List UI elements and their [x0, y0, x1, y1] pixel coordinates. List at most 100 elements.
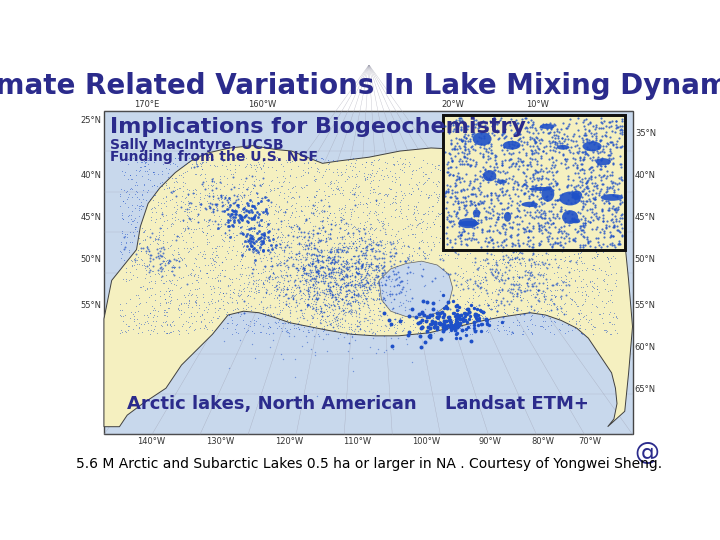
- Point: [546, 168, 558, 177]
- Point: [514, 206, 526, 215]
- Point: [606, 184, 618, 192]
- Point: [486, 214, 498, 222]
- Point: [284, 280, 295, 289]
- Point: [371, 266, 382, 274]
- Point: [314, 318, 325, 327]
- Point: [588, 166, 599, 174]
- Point: [266, 225, 278, 234]
- Point: [554, 254, 566, 263]
- Point: [384, 292, 396, 301]
- Point: [373, 315, 384, 323]
- Point: [258, 278, 269, 287]
- Point: [451, 301, 463, 309]
- Point: [344, 266, 356, 274]
- Point: [194, 311, 206, 320]
- Point: [215, 276, 226, 285]
- Point: [127, 325, 138, 333]
- Point: [510, 127, 522, 136]
- Point: [305, 299, 317, 308]
- Point: [526, 120, 538, 129]
- Point: [253, 314, 264, 322]
- Point: [297, 271, 309, 279]
- Point: [207, 255, 219, 264]
- Point: [476, 225, 487, 234]
- Point: [492, 183, 504, 191]
- Point: [364, 234, 376, 242]
- Point: [539, 294, 551, 303]
- Point: [141, 310, 153, 319]
- Point: [423, 326, 435, 335]
- Point: [394, 201, 405, 210]
- Point: [490, 191, 502, 199]
- Point: [487, 176, 499, 184]
- Point: [513, 318, 525, 326]
- Point: [336, 314, 348, 322]
- Point: [455, 136, 467, 144]
- Point: [372, 286, 384, 294]
- Point: [593, 144, 604, 153]
- Point: [286, 200, 297, 209]
- Point: [454, 306, 465, 314]
- Point: [560, 280, 572, 289]
- Point: [397, 225, 409, 233]
- Point: [359, 228, 371, 237]
- Point: [141, 187, 153, 196]
- Point: [510, 214, 521, 222]
- Point: [367, 176, 379, 185]
- Point: [290, 306, 302, 315]
- Point: [204, 266, 215, 275]
- Point: [143, 249, 154, 258]
- Point: [485, 187, 497, 195]
- Point: [296, 311, 307, 320]
- Point: [499, 279, 510, 288]
- Point: [511, 220, 523, 229]
- Point: [518, 161, 529, 170]
- Point: [516, 217, 528, 225]
- Point: [573, 231, 585, 239]
- Point: [524, 153, 536, 162]
- Point: [587, 153, 598, 161]
- Point: [368, 188, 379, 197]
- Point: [389, 315, 400, 323]
- Point: [346, 172, 358, 180]
- Point: [515, 261, 526, 269]
- Point: [136, 224, 148, 232]
- Point: [504, 238, 516, 247]
- Point: [256, 275, 267, 284]
- Point: [413, 219, 425, 228]
- Point: [588, 240, 600, 249]
- Point: [533, 237, 544, 245]
- Point: [326, 262, 338, 271]
- Point: [280, 156, 292, 164]
- Point: [280, 204, 292, 213]
- Point: [547, 180, 559, 188]
- Point: [350, 258, 361, 266]
- Point: [497, 208, 508, 217]
- Point: [451, 233, 462, 241]
- Point: [574, 317, 585, 326]
- Point: [332, 264, 343, 273]
- Point: [352, 212, 364, 221]
- Point: [268, 231, 279, 239]
- Point: [502, 138, 513, 147]
- Point: [585, 213, 597, 222]
- Point: [269, 206, 281, 214]
- Point: [202, 237, 213, 246]
- Point: [346, 296, 357, 305]
- Point: [381, 158, 392, 167]
- Point: [199, 260, 211, 269]
- Point: [428, 242, 440, 251]
- Point: [501, 186, 513, 195]
- Point: [584, 236, 595, 245]
- Point: [330, 256, 341, 265]
- Point: [276, 327, 288, 335]
- Point: [378, 172, 390, 180]
- Point: [126, 262, 138, 271]
- Point: [343, 258, 355, 267]
- Point: [317, 267, 328, 275]
- Point: [313, 251, 325, 260]
- Point: [320, 274, 331, 282]
- Point: [302, 271, 314, 279]
- Point: [503, 274, 514, 282]
- Point: [241, 199, 253, 207]
